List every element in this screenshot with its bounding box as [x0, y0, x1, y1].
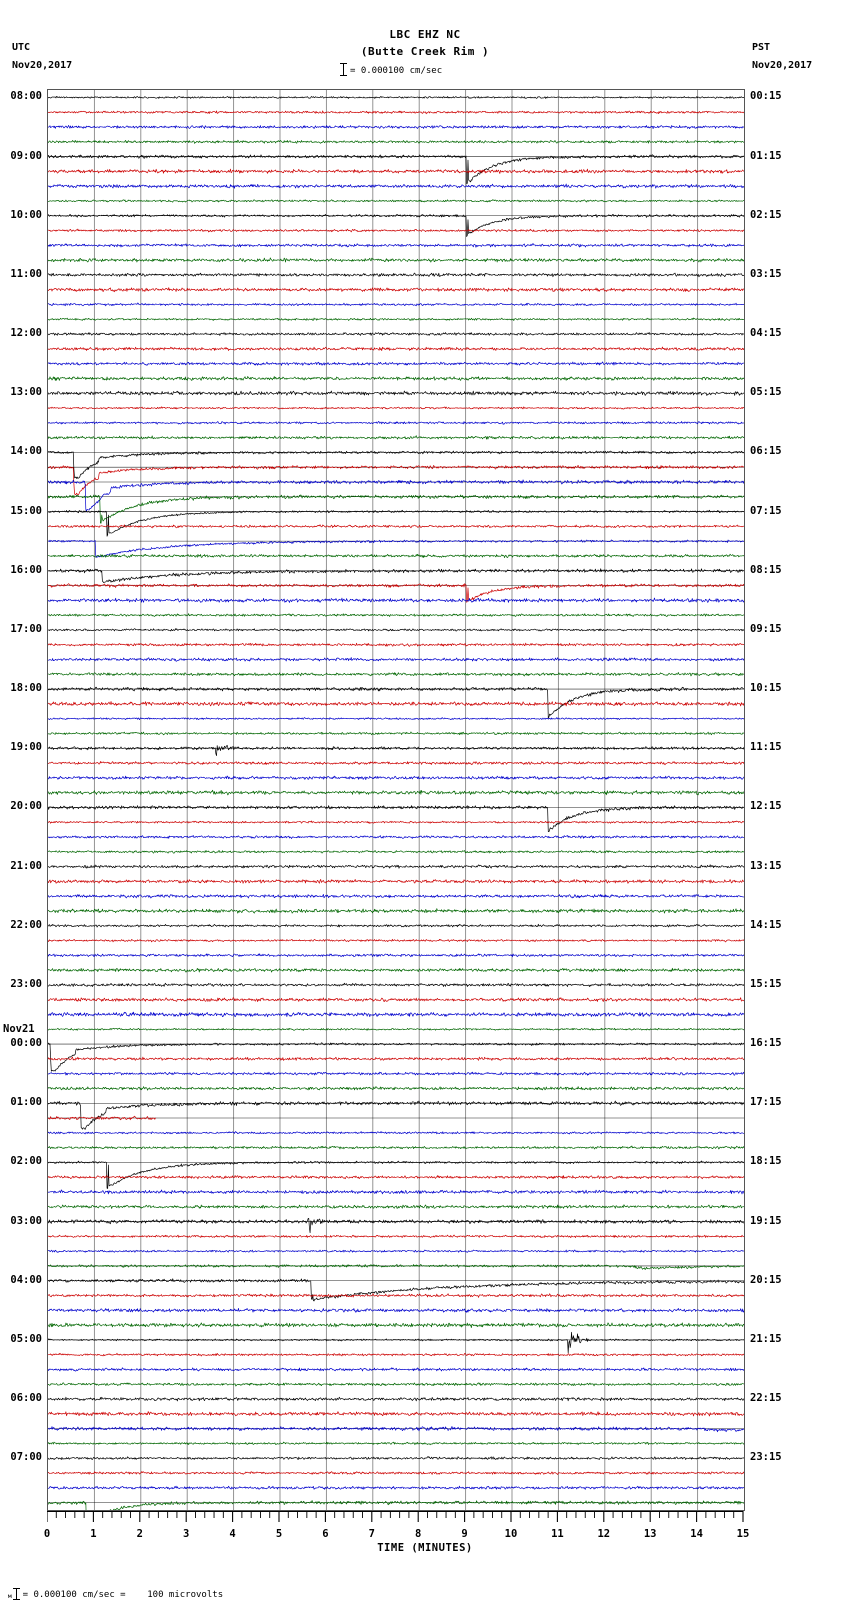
footer-prefix-glyph: м — [8, 1593, 12, 1600]
pst-hour-label-1615: 16:15 — [750, 1037, 782, 1050]
utc-hour-label-2300: 23:00 — [10, 977, 42, 990]
pst-hour-label-1115: 11:15 — [750, 741, 782, 754]
x-tick-label-2: 2 — [136, 1528, 143, 1540]
x-tick-label-12: 12 — [597, 1528, 611, 1540]
pst-hour-label-0815: 08:15 — [750, 563, 782, 576]
x-tick-label-9: 9 — [461, 1528, 468, 1540]
utc-hour-label-1900: 19:00 — [10, 741, 42, 754]
pst-hour-label-0515: 05:15 — [750, 386, 782, 399]
x-tick-label-4: 4 — [229, 1528, 236, 1540]
utc-hour-label-1500: 15:00 — [10, 504, 42, 517]
day-boundary-label: Nov21 — [3, 1023, 35, 1036]
utc-hour-label-1200: 12:00 — [10, 327, 42, 340]
utc-hour-label-0100: 01:00 — [10, 1096, 42, 1109]
pst-hour-label-0715: 07:15 — [750, 504, 782, 517]
pst-hour-label-0415: 04:15 — [750, 327, 782, 340]
pst-hour-label-2315: 23:15 — [750, 1451, 782, 1464]
utc-hour-label-1700: 17:00 — [10, 622, 42, 635]
x-tick-label-15: 15 — [736, 1528, 750, 1540]
footer-scale-note: м = 0.000100 cm/sec = 100 microvolts — [8, 1588, 223, 1600]
pst-hour-label-2115: 21:15 — [750, 1332, 782, 1345]
x-tick-label-0: 0 — [43, 1528, 51, 1540]
pst-hour-label-1815: 18:15 — [750, 1155, 782, 1168]
footer-text: = 0.000100 cm/sec = 100 microvolts — [22, 1590, 224, 1600]
pst-hour-label-1315: 13:15 — [750, 859, 782, 872]
scale-legend: = 0.000100 cm/sec — [340, 63, 442, 76]
scale-legend-text: = 0.000100 cm/sec — [350, 66, 443, 76]
x-tick-label-14: 14 — [690, 1528, 703, 1540]
pst-hour-label-1515: 15:15 — [750, 977, 782, 990]
x-tick-label-6: 6 — [322, 1528, 329, 1540]
x-tick-label-11: 11 — [551, 1528, 564, 1540]
right-timezone-label: PST — [752, 42, 771, 53]
pst-hour-label-1415: 14:15 — [750, 918, 782, 931]
left-date-label: Nov20,2017 — [12, 60, 73, 71]
utc-hour-label-2200: 22:00 — [10, 918, 42, 931]
seismogram-traces — [48, 90, 744, 1510]
utc-hour-label-0800: 08:00 — [10, 90, 42, 103]
pst-hour-label-1215: 12:15 — [750, 800, 782, 813]
x-tick-label-7: 7 — [368, 1528, 375, 1540]
x-tick-label-13: 13 — [643, 1528, 657, 1540]
pst-hour-label-1715: 17:15 — [750, 1096, 782, 1109]
pst-hour-label-0915: 09:15 — [750, 622, 782, 635]
x-tick-label-8: 8 — [415, 1528, 422, 1540]
utc-hour-label-0600: 06:00 — [10, 1392, 42, 1405]
utc-hour-label-0700: 07:00 — [10, 1451, 42, 1464]
utc-hour-label-0200: 02:00 — [10, 1155, 42, 1168]
utc-hour-label-0000: 00:00 — [10, 1037, 42, 1050]
pst-hour-label-0315: 03:15 — [750, 267, 782, 280]
pst-hour-label-1915: 19:15 — [750, 1214, 782, 1227]
utc-hour-label-1400: 14:00 — [10, 445, 42, 458]
pst-hour-label-1015: 10:15 — [750, 682, 782, 695]
x-tick-label-1: 1 — [90, 1528, 97, 1540]
footer-scale-bar-icon — [12, 1588, 20, 1600]
right-date-label: Nov20,2017 — [752, 60, 813, 71]
x-axis: 0 1 2 3 4 5 6 7 8 9 10 11 12 13 14 15 — [43, 1511, 749, 1551]
pst-hour-label-0615: 06:15 — [750, 445, 782, 458]
utc-hour-label-0400: 04:00 — [10, 1273, 42, 1286]
pst-hour-label-0015: 00:15 — [750, 90, 782, 103]
pst-hour-label-0115: 01:15 — [750, 149, 782, 162]
left-timezone-label: UTC — [12, 42, 31, 53]
x-tick-label-3: 3 — [183, 1528, 190, 1540]
x-tick-label-5: 5 — [275, 1528, 283, 1540]
utc-hour-label-2000: 20:00 — [10, 800, 42, 813]
utc-hour-label-2100: 21:00 — [10, 859, 42, 872]
pst-hour-label-2015: 20:15 — [750, 1273, 782, 1286]
utc-hour-label-1300: 13:00 — [10, 386, 42, 399]
utc-hour-label-0900: 09:00 — [10, 149, 42, 162]
utc-hour-label-1600: 16:00 — [10, 563, 42, 576]
utc-hour-label-1800: 18:00 — [10, 682, 42, 695]
scale-bar-icon — [340, 63, 347, 76]
x-axis-title: TIME (MINUTES) — [377, 1542, 473, 1554]
utc-hour-label-1000: 10:00 — [10, 208, 42, 221]
pst-hour-label-0215: 02:15 — [750, 208, 782, 221]
station-title: LBC EHZ NC — [389, 28, 461, 41]
site-name: (Butte Creek Rim ) — [360, 45, 490, 58]
utc-hour-label-0500: 05:00 — [10, 1332, 42, 1345]
x-tick-label-10: 10 — [504, 1528, 518, 1540]
utc-hour-label-1100: 11:00 — [10, 267, 42, 280]
pst-hour-label-2215: 22:15 — [750, 1392, 782, 1405]
utc-hour-label-0300: 03:00 — [10, 1214, 42, 1227]
helicorder-plot — [47, 89, 745, 1511]
